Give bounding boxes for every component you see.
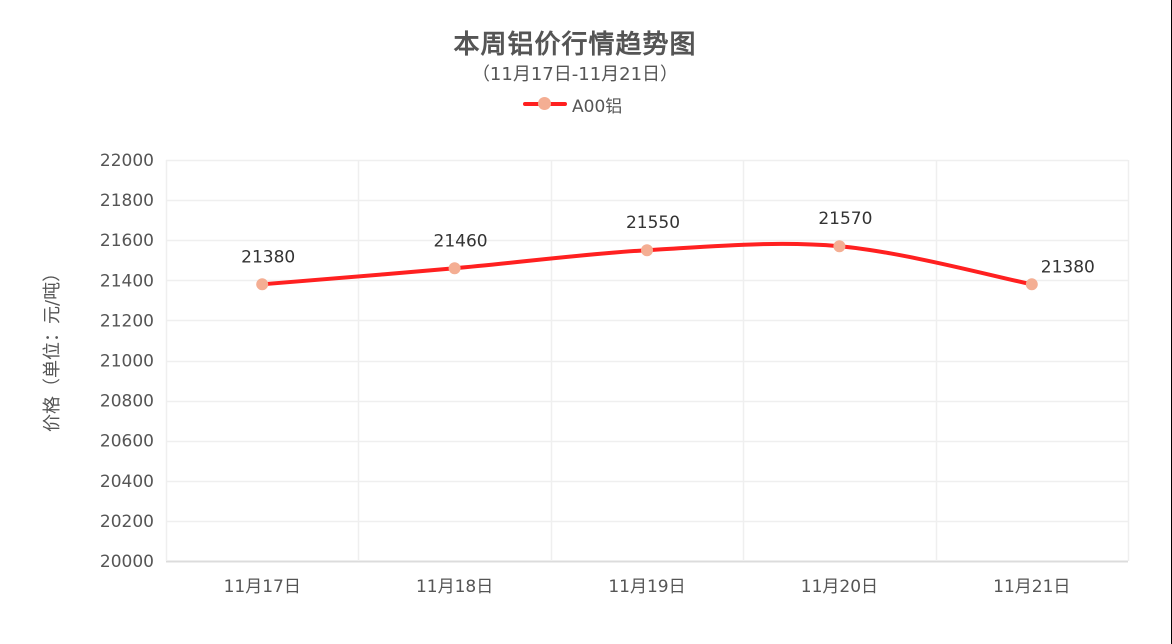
y-tick-label: 20600 xyxy=(100,432,154,452)
grid-lines xyxy=(165,159,1130,563)
legend-line-marker-icon xyxy=(523,94,567,114)
data-value-label: 21550 xyxy=(626,213,680,233)
chart-subtitle: （11月17日-11月21日） xyxy=(471,64,679,85)
legend-item-a00-aluminum[interactable]: A00铝 xyxy=(523,93,623,117)
legend-label: A00铝 xyxy=(572,96,623,117)
y-axis-ticks: 22000 21800 21600 21400 21200 21000 20800 20600… xyxy=(100,151,154,572)
x-tick-label: 11月21日 xyxy=(993,577,1070,597)
data-point-marker[interactable] xyxy=(448,262,461,275)
data-point-marker[interactable] xyxy=(256,278,269,291)
data-value-label: 21380 xyxy=(241,247,295,267)
y-tick-label: 21200 xyxy=(100,311,154,331)
y-tick-label: 22000 xyxy=(100,151,154,171)
x-tick-label: 11月20日 xyxy=(801,577,878,597)
y-tick-label: 21600 xyxy=(100,231,154,251)
data-point-marker[interactable] xyxy=(1025,278,1038,291)
data-point-marker[interactable] xyxy=(641,244,653,257)
y-tick-label: 20200 xyxy=(100,512,154,532)
y-tick-label: 20400 xyxy=(100,472,154,492)
x-tick-label: 11月18日 xyxy=(416,577,493,597)
data-value-label: 21460 xyxy=(434,231,488,251)
data-point-marker[interactable] xyxy=(833,240,846,253)
y-tick-label: 21800 xyxy=(100,191,154,211)
data-value-label: 21380 xyxy=(1041,257,1095,277)
y-tick-label: 21000 xyxy=(100,352,154,372)
x-tick-label: 11月17日 xyxy=(224,577,301,597)
y-tick-label: 20800 xyxy=(100,392,154,412)
y-tick-label: 20000 xyxy=(100,552,154,572)
data-markers xyxy=(256,240,1038,291)
data-labels: 21380 21460 21550 21570 21380 xyxy=(241,209,1095,277)
data-value-label: 21570 xyxy=(818,209,872,229)
x-axis-ticks: 11月17日 11月18日 11月19日 11月20日 11月21日 xyxy=(224,577,1071,597)
y-tick-label: 21400 xyxy=(100,271,154,291)
x-tick-label: 11月19日 xyxy=(608,577,685,597)
chart-title: 本周铝价行情趋势图 xyxy=(453,30,697,60)
